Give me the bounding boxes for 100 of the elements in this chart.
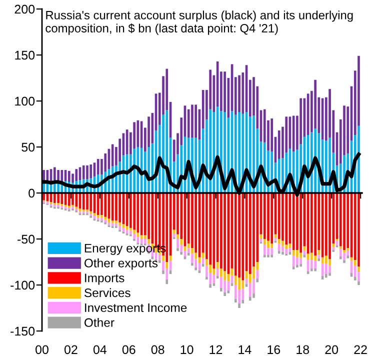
bar	[332, 247, 335, 250]
y-tick-label: 200	[14, 4, 35, 14]
x-tick-label: 16	[268, 345, 280, 354]
bar	[166, 262, 168, 268]
bar	[100, 218, 103, 221]
bar	[148, 239, 150, 244]
bar	[187, 244, 190, 248]
y-tick-label: 50	[22, 142, 35, 152]
bar	[180, 239, 183, 245]
bar	[144, 193, 146, 236]
y-tick-label: -50	[18, 234, 35, 244]
bar	[248, 193, 252, 274]
bar	[358, 193, 360, 267]
legend-label: Imports	[85, 274, 124, 285]
bar	[354, 276, 356, 280]
bar	[343, 252, 346, 260]
bar	[220, 288, 222, 292]
bar	[227, 290, 230, 294]
bar	[325, 193, 328, 256]
bar	[358, 266, 360, 272]
bar	[263, 239, 266, 245]
bar	[78, 208, 82, 212]
bar	[90, 193, 92, 212]
bar	[282, 240, 284, 246]
bar	[176, 248, 179, 251]
bar	[328, 273, 331, 276]
bar	[325, 140, 328, 193]
bar	[346, 250, 350, 256]
y-tick-label: -100	[10, 280, 35, 290]
x-tick-label: 06	[122, 345, 136, 354]
bar	[285, 249, 288, 254]
bar	[300, 193, 302, 253]
bar	[238, 193, 240, 278]
bar	[86, 165, 88, 180]
text: Russia's current account surplus (black) and its underlying composition, in $ bn (last data point: Q4 '21)	[46, 10, 353, 35]
bar	[234, 193, 237, 276]
bar	[224, 292, 226, 296]
bar	[278, 130, 280, 159]
bar	[209, 284, 212, 288]
bar	[118, 193, 121, 222]
bar	[194, 268, 198, 270]
bar	[54, 193, 56, 204]
y-tick-label: 100	[15, 96, 35, 106]
bar	[242, 288, 244, 300]
bar	[68, 193, 70, 206]
legend-label: Investment Income	[85, 304, 187, 312]
bar	[133, 193, 136, 230]
bar	[90, 211, 92, 214]
bar	[314, 261, 316, 268]
x-tick-label: 22	[354, 345, 367, 354]
bar	[263, 254, 266, 258]
bar	[176, 234, 179, 239]
bar	[358, 281, 360, 285]
bar	[104, 220, 107, 222]
bar	[328, 193, 331, 260]
x-tick-label: 12	[210, 345, 222, 354]
x-tick-label: 00	[36, 345, 48, 354]
bar	[187, 193, 190, 244]
bar	[158, 260, 161, 263]
bar	[209, 193, 212, 265]
bar	[82, 165, 85, 180]
bar	[104, 153, 107, 172]
x-tick-label: 20	[325, 345, 338, 354]
bar	[224, 280, 226, 292]
bar	[346, 248, 350, 251]
bar	[300, 252, 302, 258]
bar	[115, 223, 118, 226]
bar	[267, 254, 270, 258]
x-tick-label: 10	[180, 345, 194, 354]
bar	[358, 126, 360, 193]
bar	[166, 110, 168, 193]
bar	[278, 250, 280, 254]
bar	[176, 239, 179, 248]
bar	[130, 193, 132, 228]
bar	[310, 260, 313, 268]
bar	[242, 300, 244, 304]
bar	[242, 280, 244, 289]
bar	[354, 260, 356, 266]
bar	[346, 256, 350, 258]
bar	[256, 270, 259, 279]
bar	[96, 215, 100, 218]
bar	[72, 193, 74, 205]
bar	[296, 250, 298, 258]
bar	[96, 193, 100, 216]
bar	[300, 264, 302, 267]
bar	[54, 167, 56, 180]
bar	[220, 268, 222, 277]
bar	[230, 283, 234, 286]
bar	[206, 276, 208, 280]
bar	[238, 75, 240, 112]
bar	[282, 193, 284, 241]
bar	[314, 80, 316, 129]
bar	[270, 244, 274, 248]
y-tick-label: -150	[10, 326, 35, 336]
bar	[118, 226, 121, 230]
x-tick-label: 18	[296, 345, 310, 354]
bar	[263, 193, 266, 239]
bar	[96, 158, 100, 175]
legend-label: Other exports	[84, 258, 158, 270]
bar	[224, 271, 226, 280]
